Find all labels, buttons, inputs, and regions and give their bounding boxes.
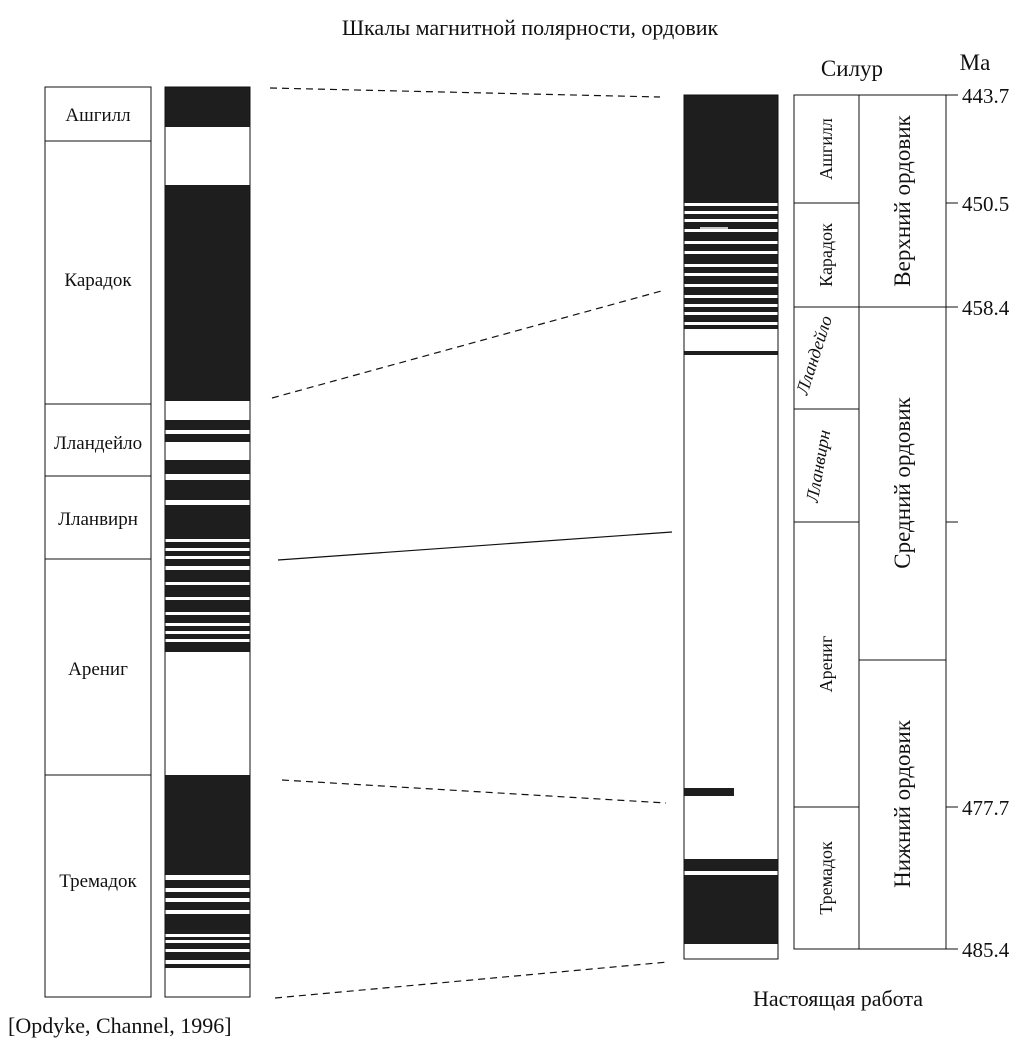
right-stage-caradoc: Карадок <box>816 223 836 287</box>
correlation-line-top <box>269 87 661 98</box>
left-stage-llandeilo: Лландейло <box>54 433 142 454</box>
correlation-line-bottom <box>274 961 669 999</box>
left-stage-ashgill: Ашгилл <box>65 105 131 126</box>
right-stage-arenig: Арениг <box>816 636 836 693</box>
left-stage-arenig: Арениг <box>68 659 128 680</box>
figure-title: Шкалы магнитной полярности, ордовик <box>342 15 719 40</box>
age-tick-485-4: 485.4 <box>962 938 1010 962</box>
age-ticks <box>946 94 958 950</box>
left-source-citation: [Opdyke, Channel, 1996] <box>8 1013 232 1038</box>
age-tick-450-5: 450.5 <box>962 192 1009 216</box>
right-caption: Настоящая работа <box>753 986 923 1011</box>
correlation-line-caradoc-base <box>271 289 666 399</box>
age-unit-label: Ma <box>960 50 991 75</box>
right-polarity-bands <box>684 95 778 944</box>
right-polarity-column <box>683 94 779 960</box>
right-series-upper: Верхний ордовик <box>890 114 915 286</box>
right-stage-column <box>793 94 860 950</box>
right-series-lower: Нижний ордовик <box>890 719 915 888</box>
left-polarity-bands <box>165 87 250 968</box>
overlying-silurian-label: Силур <box>821 56 883 81</box>
age-tick-458-4: 458.4 <box>962 296 1010 320</box>
left-polarity-column <box>164 86 251 998</box>
right-series-middle: Средний ордовик <box>890 396 915 568</box>
age-tick-443-7: 443.7 <box>962 84 1009 108</box>
right-stage-llanvirn: Лланвирн <box>802 428 835 504</box>
left-stage-llanvirn: Лланвирн <box>58 509 138 530</box>
left-stage-column <box>44 86 152 998</box>
age-tick-477-7: 477.7 <box>962 796 1009 820</box>
left-stage-caradoc: Карадок <box>64 270 132 291</box>
correlation-line-tremadoc-top <box>281 779 667 804</box>
right-stage-llandeilo: Лландейло <box>792 313 837 398</box>
correlation-line-arenig-top <box>277 531 673 561</box>
right-stage-ashgill: Ашгилл <box>816 118 836 180</box>
correlation-lines <box>269 87 673 999</box>
left-stage-tremadoc: Тремадок <box>59 871 137 892</box>
right-stage-tremadoc: Тремадок <box>816 841 836 915</box>
